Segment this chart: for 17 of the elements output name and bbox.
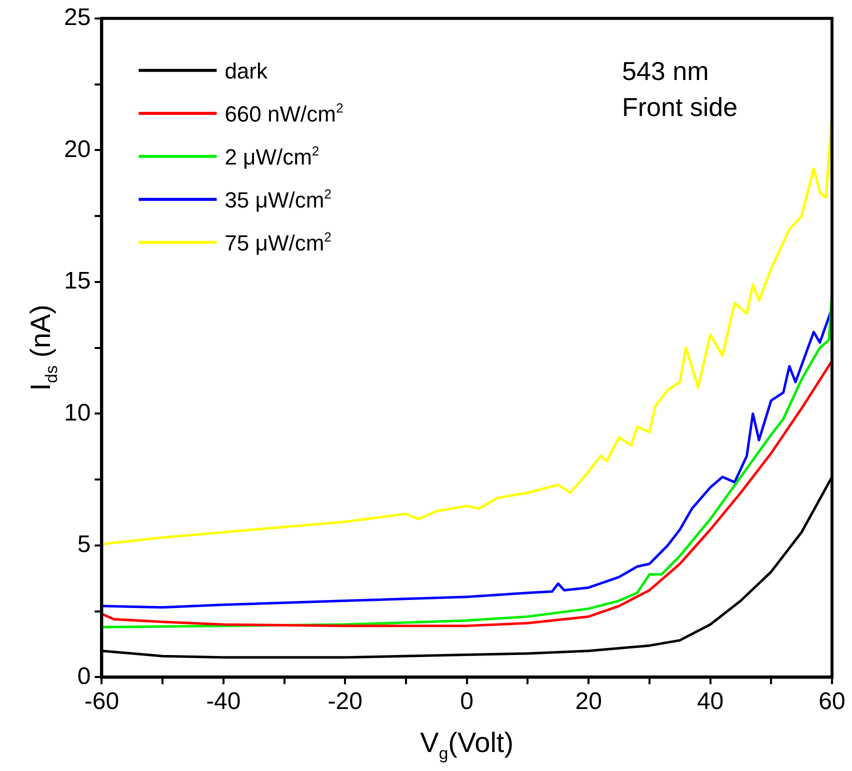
x-tick-label: 40 <box>696 688 724 716</box>
x-tick-label: -60 <box>84 688 120 716</box>
x-tick-label: 0 <box>460 688 474 716</box>
y-tick-label: 0 <box>77 662 91 690</box>
annotation: Front side <box>622 92 738 122</box>
y-tick-label: 10 <box>64 399 91 426</box>
y-tick-label: 20 <box>64 136 91 163</box>
x-tick-label: 60 <box>818 688 846 716</box>
x-tick-label: -40 <box>206 688 241 716</box>
x-tick-label: 20 <box>575 688 602 716</box>
legend-label: dark <box>224 58 268 84</box>
y-tick-label: 5 <box>77 531 91 558</box>
x-tick-label: -20 <box>328 688 362 716</box>
y-axis-title: Ids (nA) <box>25 304 61 391</box>
y-tick-label: 25 <box>64 4 91 32</box>
y-tick-label: 15 <box>64 268 91 295</box>
annotation: 543 nm <box>622 56 709 86</box>
